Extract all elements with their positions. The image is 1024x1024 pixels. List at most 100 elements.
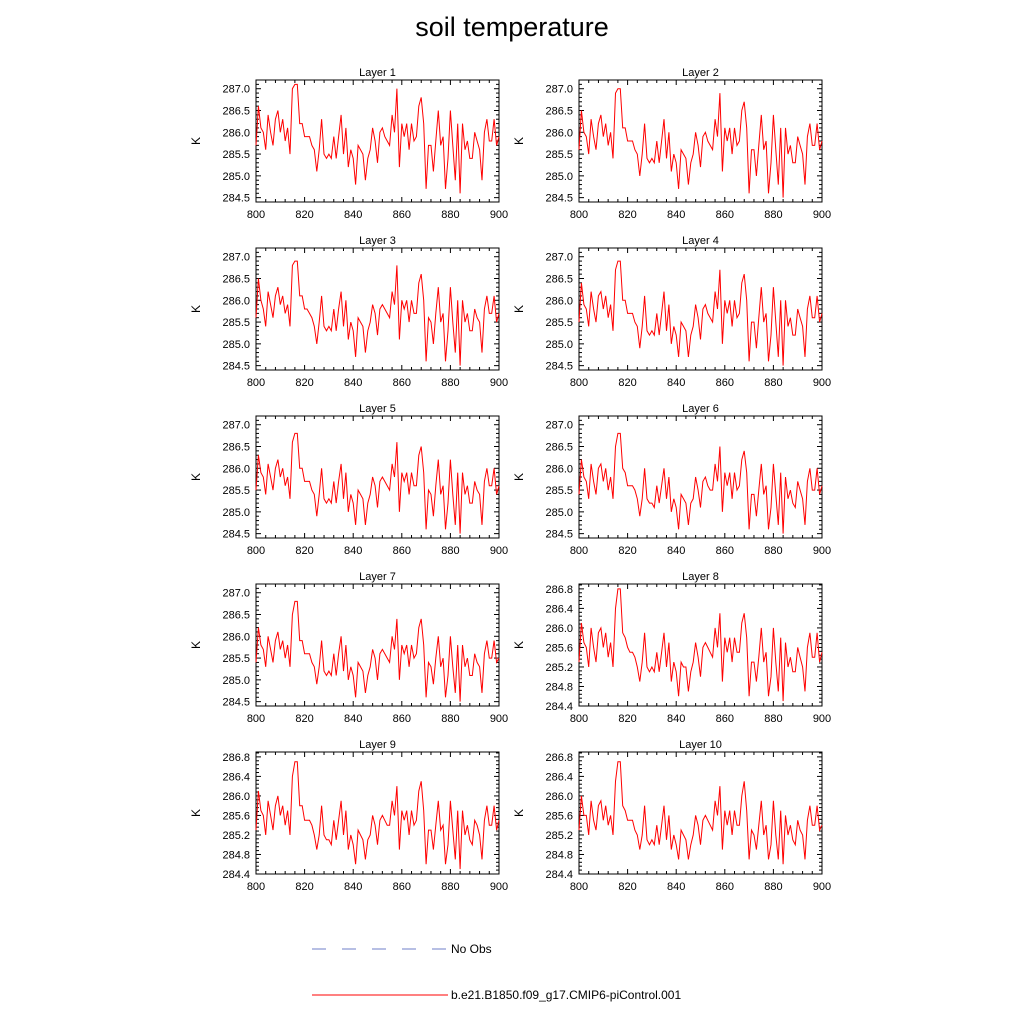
y-tick-label: 286.8 bbox=[222, 752, 250, 764]
x-tick-label: 800 bbox=[570, 881, 588, 893]
x-tick-label: 820 bbox=[618, 545, 636, 557]
y-tick-label: 286.0 bbox=[545, 127, 573, 139]
x-tick-label: 800 bbox=[247, 209, 265, 221]
y-tick-label: 285.5 bbox=[222, 653, 250, 665]
x-tick-label: 820 bbox=[618, 377, 636, 389]
x-tick-label: 820 bbox=[618, 209, 636, 221]
y-tick-label: 285.0 bbox=[222, 171, 250, 183]
x-tick-label: 880 bbox=[441, 377, 459, 389]
y-tick-label: 286.0 bbox=[545, 623, 573, 635]
y-tick-label: 286.8 bbox=[545, 752, 573, 764]
y-tick-label: 284.8 bbox=[545, 681, 573, 693]
x-tick-label: 840 bbox=[344, 209, 362, 221]
series-line bbox=[255, 600, 500, 702]
x-tick-label: 800 bbox=[247, 713, 265, 725]
x-tick-label: 820 bbox=[295, 545, 313, 557]
y-tick-label: 285.5 bbox=[545, 485, 573, 497]
x-tick-label: 820 bbox=[295, 377, 313, 389]
x-tick-label: 900 bbox=[813, 713, 831, 725]
x-tick-label: 900 bbox=[813, 881, 831, 893]
x-tick-label: 800 bbox=[247, 881, 265, 893]
y-tick-label: 286.5 bbox=[222, 442, 250, 454]
series-line bbox=[578, 260, 823, 366]
y-tick-label: 286.5 bbox=[545, 442, 573, 454]
y-tick-label: 286.5 bbox=[222, 106, 250, 118]
y-tick-label: 285.0 bbox=[545, 507, 573, 519]
x-tick-label: 800 bbox=[247, 545, 265, 557]
chart-panel-7: Layer 7 K 800 820 840 860 880 900 284.5 285.0 285.… bbox=[189, 571, 508, 725]
y-tick-label: 287.0 bbox=[545, 420, 573, 432]
x-tick-label: 840 bbox=[667, 545, 685, 557]
x-tick-label: 860 bbox=[716, 377, 734, 389]
panel-title: Layer 10 bbox=[679, 739, 722, 751]
y-tick-label: 285.0 bbox=[222, 675, 250, 687]
x-tick-label: 880 bbox=[764, 377, 782, 389]
y-tick-label: 285.6 bbox=[222, 810, 250, 822]
y-tick-label: 285.5 bbox=[545, 149, 573, 161]
y-tick-label: 286.0 bbox=[222, 127, 250, 139]
page-title: soil temperature bbox=[415, 12, 609, 42]
x-tick-label: 860 bbox=[393, 545, 411, 557]
x-tick-label: 880 bbox=[441, 881, 459, 893]
x-tick-label: 860 bbox=[393, 377, 411, 389]
chart-panel-5: Layer 5 K 800 820 840 860 880 900 284.5 285.0 285.… bbox=[189, 403, 508, 557]
y-tick-label: 286.4 bbox=[545, 771, 573, 783]
y-tick-label: 287.0 bbox=[222, 588, 250, 600]
legend-model-line bbox=[312, 994, 448, 996]
x-tick-label: 880 bbox=[441, 545, 459, 557]
x-tick-label: 840 bbox=[667, 209, 685, 221]
x-tick-label: 840 bbox=[667, 377, 685, 389]
panel-title: Layer 9 bbox=[359, 739, 396, 751]
x-tick-label: 860 bbox=[716, 545, 734, 557]
y-tick-label: 286.0 bbox=[222, 295, 250, 307]
y-tick-label: 284.5 bbox=[545, 361, 573, 373]
y-axis-label: K bbox=[512, 641, 526, 649]
panel-title: Layer 3 bbox=[359, 235, 396, 247]
x-tick-label: 800 bbox=[570, 545, 588, 557]
y-tick-label: 287.0 bbox=[545, 252, 573, 264]
y-tick-label: 284.5 bbox=[222, 361, 250, 373]
y-tick-label: 286.5 bbox=[545, 106, 573, 118]
plot-frame bbox=[578, 751, 823, 875]
y-axis-label: K bbox=[189, 809, 203, 817]
y-axis-label: K bbox=[189, 473, 203, 481]
chart-panel-10: Layer 10 K 800 820 840 860 880 900 284.4 284.8 285… bbox=[512, 739, 831, 893]
y-tick-label: 285.5 bbox=[222, 149, 250, 161]
y-tick-label: 284.4 bbox=[545, 869, 573, 881]
y-tick-label: 284.4 bbox=[545, 701, 573, 713]
chart-panel-9: Layer 9 K 800 820 840 860 880 900 284.4 284.8 285.… bbox=[189, 739, 508, 893]
series-line bbox=[578, 761, 823, 865]
x-tick-label: 900 bbox=[813, 545, 831, 557]
x-tick-label: 860 bbox=[393, 881, 411, 893]
x-tick-label: 900 bbox=[490, 377, 508, 389]
x-tick-label: 820 bbox=[618, 881, 636, 893]
x-tick-label: 900 bbox=[490, 881, 508, 893]
y-tick-label: 285.6 bbox=[545, 642, 573, 654]
x-tick-label: 840 bbox=[344, 377, 362, 389]
x-tick-label: 880 bbox=[764, 209, 782, 221]
y-tick-label: 284.4 bbox=[222, 869, 250, 881]
x-tick-label: 900 bbox=[490, 209, 508, 221]
x-tick-label: 860 bbox=[716, 209, 734, 221]
chart-panel-1: Layer 1 K 800 820 840 860 880 900 284.5 285.0 285.… bbox=[189, 67, 508, 221]
y-tick-label: 287.0 bbox=[222, 84, 250, 96]
x-tick-label: 840 bbox=[344, 713, 362, 725]
x-tick-label: 860 bbox=[393, 713, 411, 725]
x-tick-label: 800 bbox=[570, 377, 588, 389]
y-tick-label: 285.5 bbox=[545, 317, 573, 329]
y-tick-label: 286.0 bbox=[222, 791, 250, 803]
y-tick-label: 284.5 bbox=[545, 193, 573, 205]
series-line bbox=[255, 761, 500, 870]
y-axis-label: K bbox=[189, 305, 203, 313]
legend-no-obs-label: No Obs bbox=[451, 942, 492, 956]
y-axis-label: K bbox=[512, 305, 526, 313]
y-tick-label: 285.2 bbox=[545, 830, 573, 842]
x-tick-label: 860 bbox=[393, 209, 411, 221]
chart-panel-8: Layer 8 K 800 820 840 860 880 900 284.4 284.8 285.… bbox=[512, 571, 831, 725]
y-tick-label: 286.5 bbox=[222, 274, 250, 286]
y-tick-label: 286.4 bbox=[222, 771, 250, 783]
legend-no-obs-line bbox=[312, 948, 448, 950]
panel-title: Layer 1 bbox=[359, 67, 396, 79]
series-line bbox=[578, 432, 823, 534]
panel-title: Layer 5 bbox=[359, 403, 396, 415]
